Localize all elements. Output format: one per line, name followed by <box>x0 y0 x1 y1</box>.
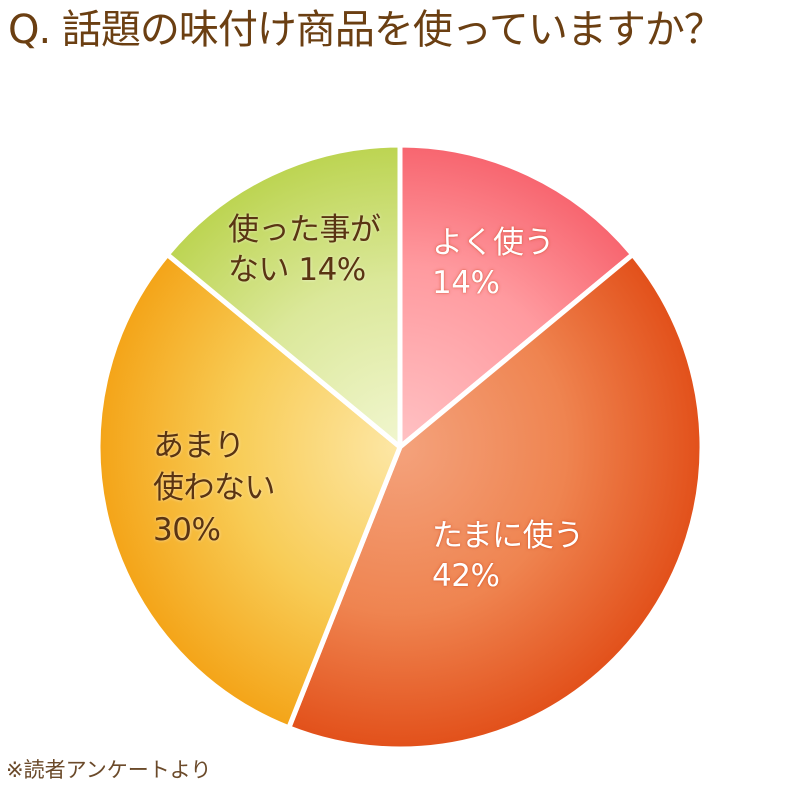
slice-label-value: 42% <box>432 558 500 594</box>
slice-label-category: 使った事が <box>228 212 381 248</box>
slice-label-category: たまに使う <box>432 518 584 554</box>
pie-slice-tsukatta-koto-ga-nai <box>164 142 403 450</box>
chart-title: Q. 話題の味付け商品を使っていますか？ <box>8 7 724 53</box>
slice-label-tama-ni-tsukau: たまに使う 42% <box>432 516 584 596</box>
slice-label-yoku-tsukau: よく使う 14% <box>432 223 555 303</box>
slice-label-category: よく使う <box>432 225 555 261</box>
pie-slice-tama-ni-tsukau <box>286 252 705 752</box>
pie-slice-amari-tsukawanai <box>95 252 403 731</box>
slice-label-value: 30% <box>153 512 221 548</box>
slice-label-amari-tsukawanai: あまり 使わない 30% <box>153 425 276 551</box>
slice-label-category-line2: 使わない <box>153 470 276 506</box>
slice-label-category-line1: あまり <box>153 428 245 464</box>
slice-label-value: 14% <box>432 265 500 301</box>
slice-label-tsukatta-koto-ga-nai: 使った事が ない 14% <box>228 210 381 290</box>
pie-slice-yoku-tsukau <box>397 142 636 450</box>
source-note: ※読者アンケートより <box>6 758 212 782</box>
slice-label-value: ない 14% <box>228 252 366 288</box>
